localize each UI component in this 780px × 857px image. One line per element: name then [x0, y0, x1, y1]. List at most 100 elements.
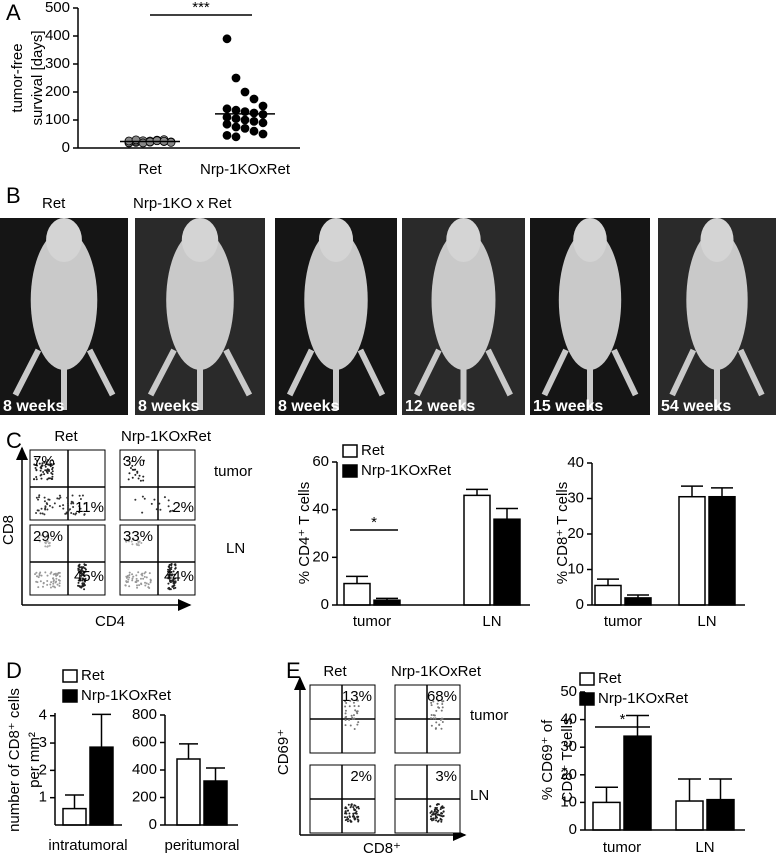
x-tick-label: LN [695, 839, 714, 856]
legend-label: Nrp-1KOxRet [598, 690, 689, 707]
legend-label: Ret [81, 667, 105, 684]
panel-letter: E [286, 658, 301, 683]
flow-event [67, 509, 70, 512]
flow-event [127, 478, 130, 481]
flow-event [83, 579, 86, 582]
flow-row-label: LN [226, 540, 245, 557]
flow-event [36, 464, 39, 467]
mouse-body [166, 230, 234, 370]
data-point [222, 104, 232, 114]
flow-event [344, 705, 347, 708]
flow-event [352, 812, 355, 815]
flow-event [143, 572, 146, 575]
flow-event [353, 804, 356, 807]
flow-event [36, 459, 39, 462]
flow-event [432, 818, 435, 821]
y-tick-label: 0 [576, 596, 584, 613]
flow-event [440, 815, 443, 818]
flow-event [139, 577, 142, 580]
flow-event [46, 545, 49, 548]
legend-label: Ret [598, 670, 622, 687]
flow-event [170, 564, 173, 567]
photo-label: 8 weeks [278, 398, 339, 415]
bar [89, 746, 114, 826]
y-tick-label: 10 [567, 560, 584, 577]
flow-event [128, 573, 131, 576]
flow-event [163, 496, 166, 499]
flow-event [437, 700, 440, 703]
bar [203, 780, 228, 826]
x-tick-label: Nrp-1KOxRet [200, 161, 291, 178]
flow-event [140, 541, 143, 544]
flow-event [40, 574, 43, 577]
flow-event [78, 566, 81, 569]
flow-event [34, 573, 37, 576]
flow-event [40, 507, 43, 510]
data-point [222, 34, 232, 44]
y-tick-label: 0 [321, 596, 329, 613]
mouse-head [573, 218, 607, 262]
flow-event [131, 579, 134, 582]
flow-event [344, 719, 347, 722]
flow-event [46, 540, 49, 543]
data-point [222, 130, 232, 140]
flow-event [78, 511, 81, 514]
data-point [249, 108, 259, 118]
flow-event [172, 578, 175, 581]
data-point [231, 132, 241, 142]
flow-event [167, 505, 170, 508]
y-axis-label: tumor-free [9, 43, 26, 112]
photo-group-label: Nrp-1KO x Ret [133, 195, 232, 212]
flow-event [72, 506, 75, 509]
flow-event [125, 581, 128, 584]
flow-event [131, 476, 134, 479]
flow-event [41, 464, 44, 467]
y-tick-label: 40 [312, 501, 329, 518]
flow-event [143, 575, 146, 578]
flow-event [78, 494, 81, 497]
flow-event [66, 502, 69, 505]
flow-event [429, 815, 432, 818]
flow-event [45, 461, 48, 464]
mouse-head [46, 218, 82, 262]
flow-event [142, 475, 145, 478]
flow-event [37, 509, 40, 512]
x-tick-label: tumor [353, 613, 391, 630]
flow-event [345, 812, 348, 815]
flow-event [168, 563, 171, 566]
flow-event [83, 575, 86, 578]
flow-event [145, 582, 148, 585]
flow-event [83, 588, 86, 591]
y-tick-label: 30 [560, 738, 577, 755]
flow-event [39, 469, 42, 472]
flow-event [127, 540, 130, 543]
flow-event [43, 461, 46, 464]
mouse-head [700, 218, 734, 262]
legend-label: Ret [361, 442, 385, 459]
y-tick-label: 0 [149, 816, 157, 833]
flow-event [438, 706, 441, 709]
flow-percent: 45% [74, 568, 104, 585]
y-tick-label: 10 [560, 793, 577, 810]
flow-event [141, 511, 144, 514]
flow-event [39, 512, 42, 515]
flow-event [435, 819, 438, 822]
flow-event [126, 574, 129, 577]
flow-x-label: CD8⁺ [363, 840, 401, 857]
flow-event [344, 712, 347, 715]
flow-event [353, 705, 356, 708]
flow-event [35, 571, 38, 574]
flow-event [169, 580, 172, 583]
y-tick-label: 100 [45, 111, 70, 128]
mouse-legs [669, 348, 765, 410]
data-point [231, 122, 241, 132]
panel-letter: C [6, 428, 22, 453]
flow-x-label: CD4 [95, 613, 125, 630]
bar [176, 758, 201, 826]
flow-event [430, 704, 433, 707]
flow-event [125, 538, 128, 541]
flow-event [168, 567, 171, 570]
x-tick-label: tumor [604, 613, 642, 630]
flow-event [128, 571, 131, 574]
flow-event [80, 585, 83, 588]
